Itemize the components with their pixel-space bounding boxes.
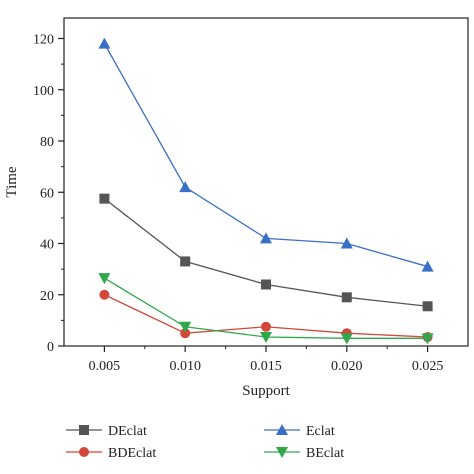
- data-point-eclat: [260, 232, 272, 244]
- y-tick-label: 120: [33, 33, 54, 48]
- data-point-declat: [99, 193, 110, 204]
- data-point-declat: [261, 279, 271, 290]
- x-tick-label: 0.010: [169, 359, 201, 374]
- series-eclat: [98, 37, 434, 272]
- legend-item-declat: DEclat: [66, 424, 147, 439]
- legend-label-eclat: Eclat: [306, 424, 335, 439]
- x-tick-label: 0.025: [412, 359, 444, 374]
- y-tick-label: 20: [40, 289, 54, 304]
- data-point-declat: [180, 256, 191, 267]
- data-point-beclat: [340, 333, 353, 345]
- legend-item-eclat: Eclat: [264, 424, 335, 439]
- legend-label-declat: DEclat: [108, 424, 147, 439]
- y-tick-label: 100: [33, 84, 54, 99]
- y-axis-ticks: 0 20 40 60 80 100 120: [33, 33, 64, 355]
- series-group: [98, 37, 434, 345]
- data-point-beclat: [421, 333, 434, 345]
- plot-frame: [63, 17, 469, 347]
- data-point-eclat: [98, 37, 111, 49]
- x-tick-label: 0.020: [331, 359, 363, 374]
- y-tick-label: 80: [40, 135, 54, 150]
- legend-label-bdeclat: BDEclat: [108, 446, 156, 461]
- legend-item-bdeclat: BDEclat: [66, 446, 156, 461]
- legend-marker-beclat: [276, 447, 288, 458]
- legend-marker-declat: [79, 425, 89, 435]
- series-declat: [99, 193, 433, 312]
- data-point-declat: [341, 292, 352, 303]
- plot-border: [63, 17, 469, 347]
- data-point-eclat: [179, 181, 192, 193]
- data-point-bdeclat: [261, 321, 271, 332]
- x-axis-ticks: 0.005 0.010 0.015 0.020 0.025: [89, 346, 444, 374]
- legend-label-beclat: BEclat: [306, 446, 344, 461]
- legend-marker-bdeclat: [79, 447, 89, 457]
- data-point-bdeclat: [180, 328, 191, 339]
- series-beclat: [98, 273, 434, 345]
- legend-item-beclat: BEclat: [264, 446, 344, 461]
- y-axis-title: Time: [4, 166, 20, 197]
- y-tick-label: 0: [47, 340, 54, 355]
- x-tick-label: 0.015: [250, 359, 282, 374]
- legend-marker-eclat: [276, 424, 288, 435]
- data-point-bdeclat: [99, 289, 110, 300]
- y-tick-label: 40: [40, 238, 54, 253]
- data-point-beclat: [179, 321, 192, 333]
- x-axis-title: Support: [242, 383, 290, 399]
- data-point-beclat: [98, 273, 111, 285]
- legend: DEclat Eclat BDEclat BEclat: [66, 424, 344, 461]
- data-point-eclat: [340, 237, 353, 249]
- data-point-declat: [422, 301, 433, 312]
- y-tick-label: 60: [40, 186, 54, 201]
- x-tick-label: 0.005: [89, 359, 121, 374]
- data-point-beclat: [260, 332, 272, 344]
- data-point-eclat: [421, 260, 434, 272]
